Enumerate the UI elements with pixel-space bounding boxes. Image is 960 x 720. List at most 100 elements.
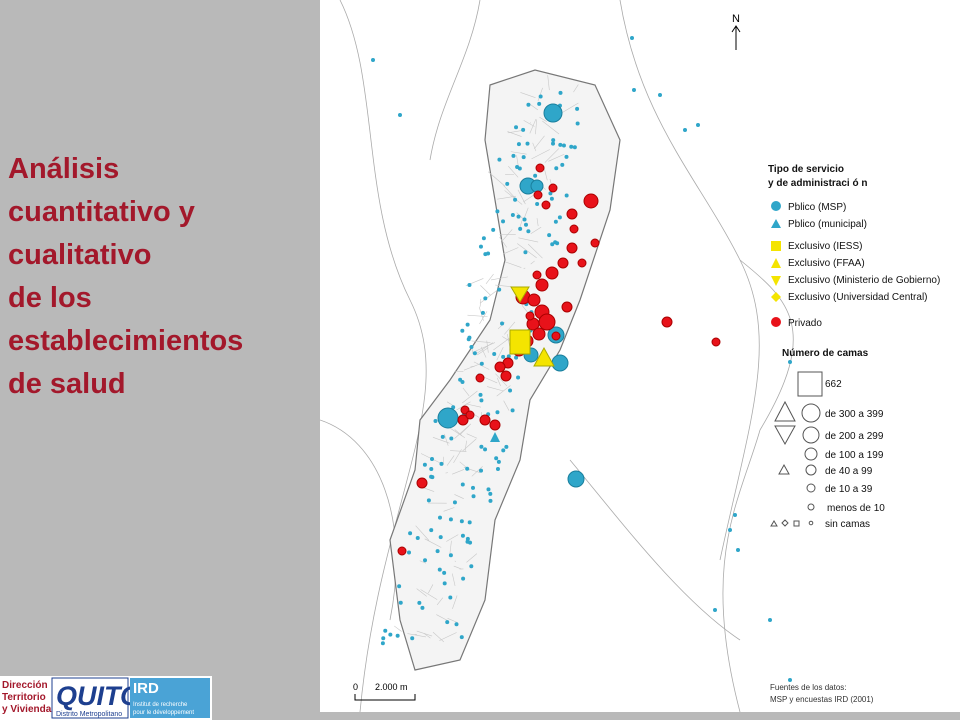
facility — [696, 123, 700, 127]
street — [496, 377, 501, 387]
street — [439, 632, 457, 641]
facility — [490, 432, 500, 442]
facility — [521, 155, 526, 160]
city-outline — [389, 69, 621, 671]
street — [534, 135, 545, 150]
street — [523, 207, 529, 220]
facility — [516, 142, 521, 147]
facility — [537, 101, 542, 106]
street — [490, 276, 508, 281]
facility — [449, 436, 454, 441]
source-text: MSP y encuestas IRD (2001) — [770, 695, 874, 704]
facility — [711, 337, 721, 347]
street — [548, 153, 565, 162]
legend-label: Privado — [788, 318, 822, 329]
facility — [523, 250, 528, 255]
facility — [479, 414, 491, 426]
facility — [437, 567, 442, 572]
facility — [525, 141, 530, 146]
facility — [494, 361, 506, 373]
facility — [525, 311, 535, 321]
facility — [504, 444, 509, 449]
facility — [538, 313, 556, 331]
facility — [459, 519, 464, 524]
legend: Tipo de servicio y de administraci ó n P… — [768, 164, 940, 530]
street — [573, 84, 579, 93]
logos: Dirección Territorio y Vivienda QUITO Di… — [0, 676, 212, 720]
title-line: de salud — [8, 368, 126, 400]
north-label: N — [732, 13, 740, 25]
legend-symbol — [771, 292, 781, 302]
street — [446, 534, 459, 542]
facility — [558, 90, 563, 95]
facility — [429, 466, 434, 471]
facility — [535, 202, 540, 207]
facility — [590, 238, 600, 248]
facility — [551, 138, 556, 143]
facility — [448, 517, 453, 522]
street — [507, 129, 524, 134]
facility — [538, 94, 543, 99]
legend-label: de 40 a 99 — [825, 466, 873, 477]
legend-symbol — [771, 276, 781, 286]
legend-label: Pblico (MSP) — [788, 202, 846, 213]
facility — [533, 346, 555, 367]
street — [503, 400, 510, 411]
facility — [437, 515, 442, 520]
facility — [440, 434, 445, 439]
facility — [545, 266, 559, 280]
north-arrow — [731, 25, 741, 50]
street — [495, 284, 512, 287]
logo-text: IRD — [133, 680, 159, 697]
size-symbol — [804, 447, 818, 461]
logo-text: Territorio — [2, 692, 46, 703]
facility — [465, 410, 475, 420]
street — [423, 632, 431, 639]
facility — [554, 166, 559, 171]
street — [471, 347, 473, 354]
facility — [501, 219, 506, 224]
street — [531, 149, 550, 160]
facility — [437, 407, 459, 429]
facility — [448, 595, 453, 600]
facility — [470, 485, 475, 490]
legend-heading: y de administraci ó n — [768, 178, 867, 189]
title-line: cuantitativo y — [8, 196, 195, 228]
facility — [521, 127, 526, 132]
facility — [553, 219, 558, 224]
street — [537, 87, 543, 102]
street — [462, 390, 478, 404]
facility — [388, 632, 393, 637]
street — [454, 560, 457, 562]
title-line: de los — [8, 282, 92, 314]
facility — [551, 354, 569, 372]
facility — [533, 190, 543, 200]
size-symbol — [808, 520, 814, 526]
facility — [398, 600, 403, 605]
street — [449, 540, 452, 555]
facility — [429, 528, 434, 533]
facility — [543, 103, 563, 123]
street — [424, 538, 442, 548]
street — [452, 595, 458, 609]
legend-symbol — [771, 219, 781, 228]
street — [394, 625, 402, 632]
street — [505, 261, 522, 268]
facility — [658, 93, 662, 97]
facility — [713, 608, 717, 612]
street — [480, 346, 487, 358]
street — [539, 116, 547, 122]
title-line: establecimientos — [8, 325, 244, 357]
street — [454, 429, 463, 436]
facility — [479, 398, 484, 403]
facility — [501, 448, 506, 453]
street — [479, 298, 482, 307]
facility — [522, 217, 527, 222]
legend-label: Pblico (municipal) — [788, 219, 867, 230]
facility — [511, 153, 516, 158]
facility — [480, 310, 485, 315]
facility — [572, 145, 577, 150]
size-symbol — [801, 403, 821, 423]
facility — [728, 528, 732, 532]
facility — [475, 373, 485, 383]
